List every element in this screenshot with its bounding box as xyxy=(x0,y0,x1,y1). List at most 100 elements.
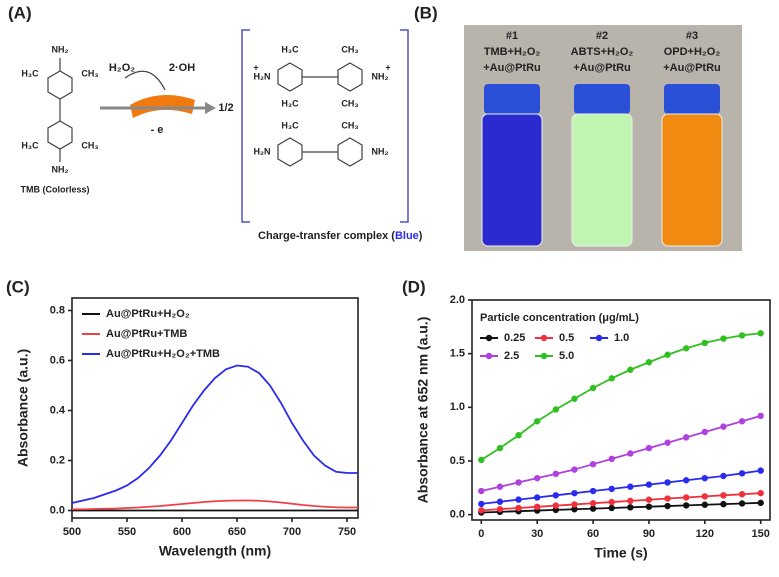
data-point xyxy=(533,418,541,425)
data-point xyxy=(701,501,709,508)
data-point xyxy=(571,466,578,473)
data-point xyxy=(589,487,597,495)
atom-label: H₂N xyxy=(254,146,271,156)
vial-label: +Au@PtRu xyxy=(573,62,630,74)
data-point xyxy=(664,439,671,446)
atom-label: + xyxy=(385,62,390,72)
vial-cap xyxy=(484,84,540,114)
tmb-structure xyxy=(47,58,73,162)
legend-label: 5.0 xyxy=(559,350,574,362)
panel-label: (C) xyxy=(6,277,30,296)
legend-marker xyxy=(595,334,603,342)
data-point xyxy=(552,502,560,509)
data-point xyxy=(720,492,727,499)
y-tick-label: 0.2 xyxy=(50,454,65,466)
data-point xyxy=(682,494,690,501)
legend-marker xyxy=(485,352,493,360)
data-point xyxy=(608,455,615,463)
data-point xyxy=(627,497,634,505)
y-axis-label: Absorbance at 652 nm (a.u.) xyxy=(415,317,431,504)
vial-body xyxy=(661,113,723,247)
ring xyxy=(47,120,73,150)
data-point xyxy=(571,489,578,497)
data-point xyxy=(720,423,727,430)
data-point xyxy=(608,498,615,506)
bracket xyxy=(241,29,409,223)
atom-label: H₃C xyxy=(281,98,299,108)
data-point xyxy=(478,507,485,514)
x-tick-label: 0 xyxy=(478,528,484,540)
vial-label: OPD+H₂O₂ xyxy=(664,46,721,58)
electron: - e xyxy=(151,124,164,136)
data-point xyxy=(682,345,690,352)
atom-label: CH₃ xyxy=(81,140,98,150)
series-line xyxy=(481,415,761,492)
data-point xyxy=(571,501,578,508)
atom-label: H₃C xyxy=(281,120,299,130)
data-point xyxy=(608,375,615,382)
data-point xyxy=(552,492,560,499)
vials: #1 TMB+H₂O₂ +Au@PtRu #2 ABTS+H₂O₂ +Au@PtRu #3 O… xyxy=(481,30,723,247)
panel-label: (B) xyxy=(414,3,438,22)
y-tick-label: 1.0 xyxy=(450,401,465,413)
atom-label: H₃C xyxy=(21,68,39,78)
data-point xyxy=(552,406,560,413)
data-point xyxy=(720,335,727,342)
atom-label: CH₃ xyxy=(341,120,358,130)
data-point xyxy=(571,395,578,402)
y-tick-label: 0.0 xyxy=(450,509,465,521)
atom-label: NH₂ xyxy=(52,44,69,54)
vial-cap xyxy=(574,84,630,114)
data-point xyxy=(608,485,615,493)
legend-label: Au@PtRu+H₂O₂ xyxy=(106,308,190,320)
x-tick-label: 750 xyxy=(338,526,356,538)
legend-marker xyxy=(540,352,548,360)
data-point xyxy=(757,412,764,420)
data-point xyxy=(515,496,522,503)
caption-text: ) xyxy=(419,230,423,242)
data-point xyxy=(645,503,653,510)
y-tick-label: 1.5 xyxy=(450,348,465,360)
data-point xyxy=(515,479,522,486)
atom-label: H₃C xyxy=(21,140,39,150)
vial-label: +Au@PtRu xyxy=(663,62,720,74)
data-point xyxy=(645,444,653,452)
vial-body xyxy=(481,113,543,247)
y-axis-label: Absorbance (a.u.) xyxy=(15,349,31,467)
data-point xyxy=(720,500,727,508)
arrow-head xyxy=(205,102,216,114)
x-tick-label: 500 xyxy=(63,526,81,538)
data-point xyxy=(496,444,504,452)
data-point xyxy=(496,498,504,505)
caption-color: Blue xyxy=(395,230,419,242)
data-point xyxy=(515,504,522,512)
data-point xyxy=(571,506,578,513)
atom-label: H₃C xyxy=(281,44,299,54)
x-tick-label: 550 xyxy=(118,526,136,538)
product: 2·OH xyxy=(169,62,195,74)
atom-label: NH₂ xyxy=(52,164,69,174)
data-point xyxy=(645,359,653,366)
atom-label: + xyxy=(253,62,258,72)
data-point xyxy=(515,432,522,439)
x-tick-label: 120 xyxy=(696,528,714,540)
x-tick-label: 90 xyxy=(643,528,655,540)
data-point xyxy=(738,491,746,498)
data-point xyxy=(627,450,634,457)
data-point xyxy=(533,474,541,482)
legend-label: 2.5 xyxy=(504,350,519,362)
legend-marker xyxy=(485,334,493,342)
x-tick-label: 650 xyxy=(228,526,246,538)
data-point xyxy=(478,500,485,508)
panel-label: (D) xyxy=(402,277,426,296)
data-point xyxy=(664,502,671,510)
y-tick-label: 0.8 xyxy=(50,304,65,316)
data-point xyxy=(478,487,485,495)
data-point xyxy=(701,474,709,482)
data-point xyxy=(496,505,504,513)
atom-label: CH₃ xyxy=(81,68,98,78)
y-tick-label: 0.0 xyxy=(50,504,65,516)
data-point xyxy=(757,499,764,507)
y-tick-label: 0.4 xyxy=(50,404,66,416)
data-point xyxy=(738,418,746,425)
